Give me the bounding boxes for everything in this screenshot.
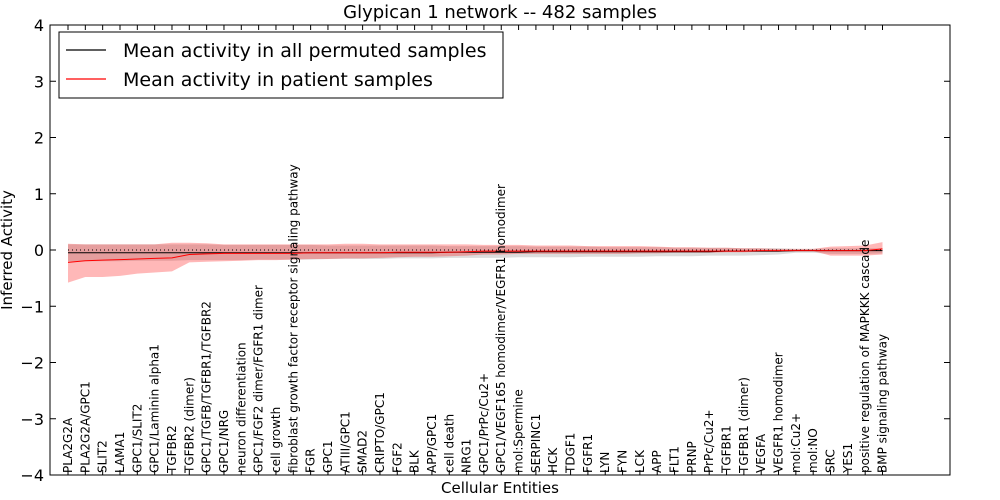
x-tick-label: GPC1/SLIT2 (130, 404, 144, 473)
x-tick-label: TGFBR2 (165, 425, 179, 474)
x-tick-label: TGFBR2 (dimer) (182, 377, 196, 474)
y-tick-label: 2 (34, 129, 44, 148)
x-tick-label: BMP signaling pathway (876, 334, 890, 473)
x-tick-label: GPC1/NRG (217, 410, 231, 473)
chart-title: Glypican 1 network -- 482 samples (343, 2, 657, 23)
y-axis: −4 −3 −2 −1 0 1 2 3 4 (20, 16, 950, 485)
x-tick-label: GPC1/TGFB/TGFBR1/TGFBR2 (200, 301, 214, 473)
x-tick-label: neuron differentiation (234, 342, 248, 473)
x-tick-label: FGF2 (390, 442, 404, 473)
y-tick-label: 1 (34, 185, 44, 204)
x-tick-label: HCK (546, 447, 560, 473)
x-tick-label: TDGF1 (564, 433, 578, 474)
series-lines (67, 248, 883, 263)
x-tick-label: CRIPTO/GPC1 (373, 392, 387, 473)
x-tick-label: VEGFA (754, 433, 768, 473)
x-tick-label: APP/GPC1 (425, 414, 439, 473)
x-tick-label: LAMA1 (113, 432, 127, 473)
x-tick-label: cell growth (269, 407, 283, 473)
x-tick-label: fibroblast growth factor receptor signal… (286, 164, 300, 473)
line-patient-mean (67, 248, 883, 263)
x-tick-label: PLA2G2A/GPC1 (78, 381, 92, 473)
x-tick-label: PLA2G2A (61, 417, 75, 473)
x-tick-label: APP (650, 450, 664, 473)
x-tick-label: LYN (598, 452, 612, 473)
x-tick-label: SERPINC1 (529, 414, 543, 473)
x-tick-label: cell death (442, 414, 456, 473)
x-tick-label: mol:Spermine (512, 389, 526, 473)
y-tick-label: −1 (20, 297, 44, 316)
x-tick-label: VEGFR1 homodimer (772, 352, 786, 473)
x-tick-label: NRG1 (460, 439, 474, 473)
y-tick-label: 0 (34, 241, 44, 260)
x-tick-label: FGFR1 (581, 434, 595, 473)
x-axis: PLA2G2A PLA2G2A/GPC1 SLIT2 LAMA1 GPC1/SLIT2 G… (61, 25, 890, 475)
legend-box (58, 31, 504, 99)
x-tick-label: mol:NO (806, 428, 820, 473)
y-tick-label: −2 (20, 354, 44, 373)
x-tick-label: SLIT2 (96, 440, 110, 473)
x-tick-label: FLT1 (668, 446, 682, 473)
plot-frame (49, 24, 951, 476)
x-tick-label: TGFBR1 (dimer) (737, 377, 751, 474)
x-tick-label: BLK (408, 449, 422, 473)
x-tick-label: positive regulation of MAPKKK cascade (858, 240, 872, 473)
y-tick-label: 3 (34, 72, 44, 91)
x-tick-label: TGFBR1 (720, 425, 734, 474)
legend-label-permuted: Mean activity in all permuted samples (123, 40, 486, 62)
x-axis-label: Cellular Entities (441, 479, 559, 497)
x-tick-label: FGR (304, 448, 318, 473)
x-tick-label: SRC (824, 449, 838, 473)
x-tick-label: mol:Cu2+ (789, 413, 803, 473)
band-permuted (68, 244, 883, 262)
x-tick-label: GPC1/PrPc/Cu2+ (477, 373, 491, 473)
x-tick-label: YES1 (841, 443, 855, 474)
band-patient (68, 242, 883, 283)
legend: Mean activity in all permuted samples Me… (58, 31, 504, 99)
x-tick-label: SMAD2 (356, 430, 370, 473)
y-tick-label: 4 (34, 16, 44, 35)
x-tick-label: ATIII/GPC1 (338, 411, 352, 473)
x-tick-label: FYN (616, 450, 630, 473)
x-tick-label: LCK (633, 449, 647, 473)
x-tick-label: GPC1/Laminin alpha1 (148, 344, 162, 473)
x-tick-label: PRNP (685, 441, 699, 473)
x-tick-label: GPC1/FGF2 dimer/FGFR1 dimer (252, 285, 266, 473)
y-tick-label: −3 (20, 410, 44, 429)
x-tick-label: GPC1 (321, 440, 335, 473)
x-tick-label: GPC1/VEGF165 homodimer/VEGFR1 homodimer (494, 184, 508, 473)
y-axis-label: Inferred Activity (0, 190, 16, 310)
x-tick-label: PrPc/Cu2+ (702, 409, 716, 473)
y-tick-label: −4 (20, 466, 44, 485)
confidence-bands (68, 242, 883, 283)
legend-label-patient: Mean activity in patient samples (123, 69, 433, 91)
